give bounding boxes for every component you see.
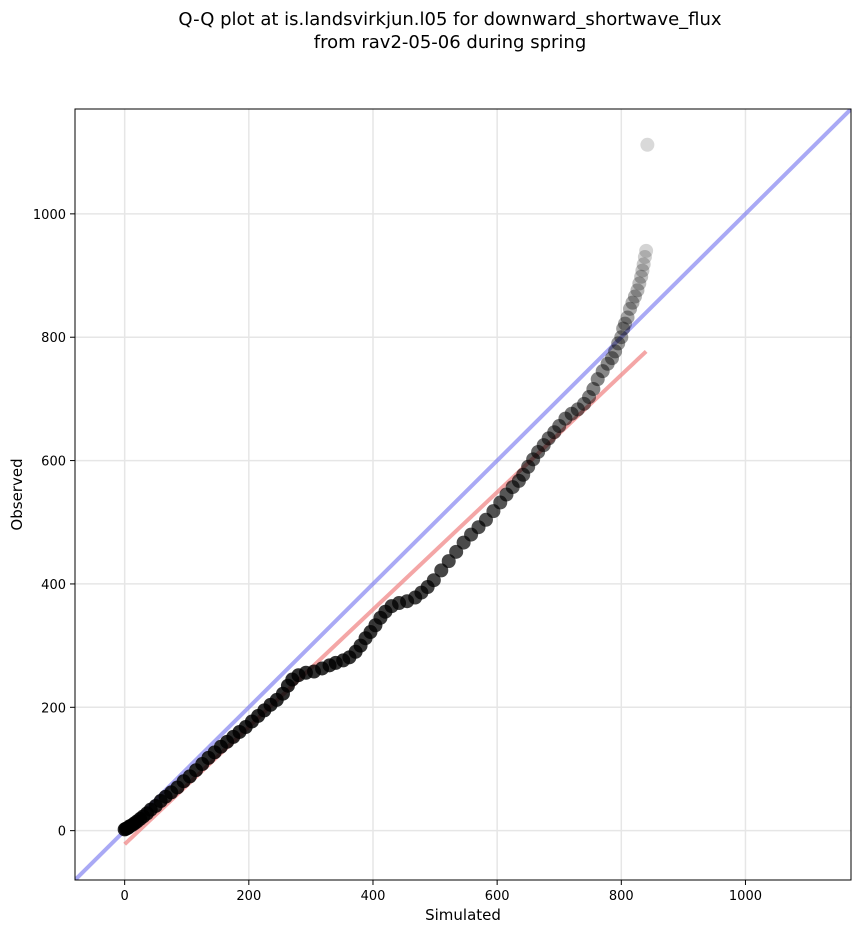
data-point: [426, 573, 441, 588]
y-tick-label: 1000: [33, 208, 66, 223]
data-point: [595, 364, 610, 379]
y-axis-label: Observed: [8, 458, 26, 530]
reference-line: [75, 109, 851, 880]
y-tick-label: 600: [41, 455, 66, 470]
y-tick-label: 800: [41, 331, 66, 346]
data-point: [634, 269, 649, 284]
data-points: [117, 137, 655, 837]
chart-title-line1: Q-Q plot at is.landsvirkjun.l05 for down…: [178, 9, 722, 30]
data-point: [600, 356, 615, 371]
data-point: [618, 316, 633, 331]
data-point: [604, 351, 619, 366]
data-point: [582, 390, 597, 405]
x-tick-label: 600: [485, 889, 510, 904]
data-point: [632, 276, 647, 291]
chart-title: Q-Q plot at is.landsvirkjun.l05 for down…: [0, 8, 860, 54]
data-point: [639, 243, 654, 258]
data-point: [635, 263, 650, 278]
plot-frame: [74, 108, 852, 881]
chart-title-line2: from rav2-05-06 during spring: [313, 32, 587, 53]
data-point: [590, 372, 605, 387]
x-axis-label: Simulated: [425, 906, 501, 924]
y-tick-label: 200: [41, 701, 66, 716]
x-tick-label: 400: [361, 889, 386, 904]
data-point: [586, 382, 601, 397]
data-point: [614, 330, 629, 345]
reference-line-group: [75, 109, 851, 880]
y-axis-ticks: 0 200 400 600 800 1000: [33, 208, 75, 840]
x-axis-ticks: 0 200 400 600 800 1000: [121, 880, 762, 904]
data-point: [611, 336, 626, 351]
data-point: [625, 295, 640, 310]
data-point: [640, 137, 655, 152]
y-tick-label: 0: [58, 825, 66, 840]
data-point: [616, 321, 631, 336]
y-tick-label: 400: [41, 578, 66, 593]
data-point: [636, 257, 651, 272]
grid-lines: [75, 109, 851, 880]
data-point: [637, 250, 652, 265]
x-tick-label: 200: [236, 889, 261, 904]
data-point: [627, 289, 642, 304]
x-tick-label: 800: [609, 889, 634, 904]
x-tick-label: 1000: [729, 889, 762, 904]
x-tick-label: 0: [121, 889, 129, 904]
data-point: [620, 310, 635, 325]
data-point: [622, 301, 637, 316]
data-point: [608, 344, 623, 359]
data-point: [630, 283, 645, 298]
